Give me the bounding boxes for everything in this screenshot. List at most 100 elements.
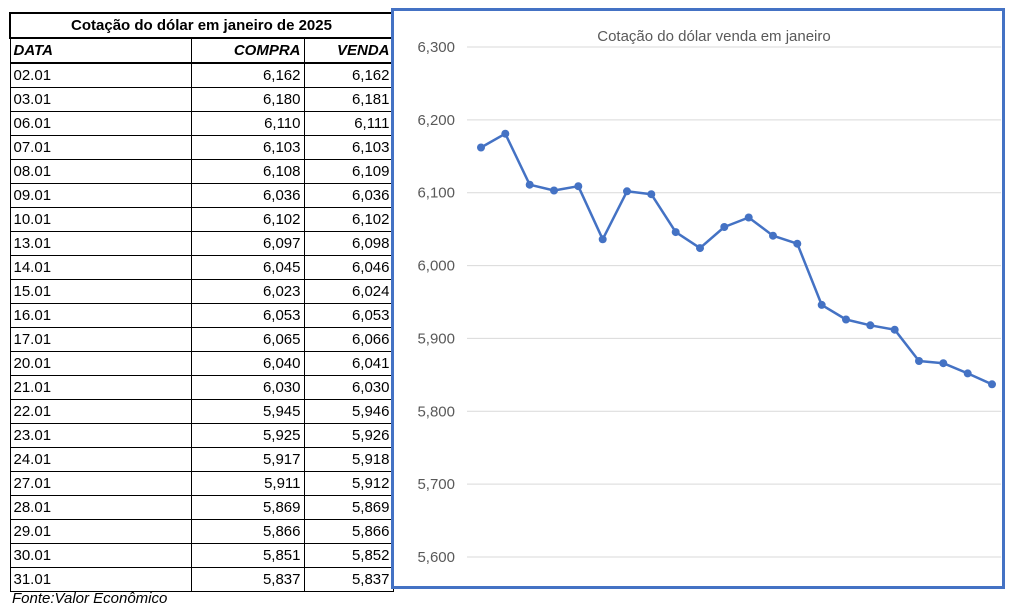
cell-buy: 6,045 <box>190 255 305 280</box>
cell-date: 10.01 <box>9 207 192 232</box>
table-row: 10.01 6,102 6,102 <box>9 207 394 232</box>
cell-date: 06.01 <box>9 111 192 136</box>
cell-sell: 6,098 <box>303 231 394 256</box>
cell-buy: 6,110 <box>190 111 305 136</box>
table-row: 02.01 6,162 6,162 <box>9 62 394 88</box>
table-row: 08.01 6,108 6,109 <box>9 159 394 184</box>
y-axis-tick-labels: 6,300 6,200 6,100 6,000 5,900 5,800 5,700 5,600 <box>417 39 455 566</box>
cell-buy: 5,917 <box>190 447 305 472</box>
cell-buy: 5,837 <box>190 567 305 592</box>
cell-buy: 5,945 <box>190 399 305 424</box>
cell-sell: 6,181 <box>303 87 394 112</box>
data-point <box>988 380 996 389</box>
table-row: 23.01 5,925 5,926 <box>9 423 394 448</box>
table-row: 21.01 6,030 6,030 <box>9 375 394 400</box>
cell-sell: 5,946 <box>303 399 394 424</box>
cell-buy: 5,925 <box>190 423 305 448</box>
chart-series <box>477 129 996 389</box>
header-date: DATA <box>9 37 192 64</box>
cell-buy: 5,869 <box>190 495 305 520</box>
data-point <box>647 190 656 199</box>
table-row: 14.01 6,045 6,046 <box>9 255 394 280</box>
table-row: 31.01 5,837 5,837 <box>9 567 394 592</box>
cell-date: 30.01 <box>9 543 192 568</box>
y-tick-label: 5,800 <box>417 403 455 420</box>
data-point <box>939 359 948 368</box>
table-title: Cotação do dólar em janeiro de 2025 <box>9 12 394 39</box>
cell-buy: 6,036 <box>190 183 305 208</box>
cell-date: 09.01 <box>9 183 192 208</box>
data-point <box>598 235 607 244</box>
y-tick-label: 5,600 <box>417 549 455 566</box>
table-row: 13.01 6,097 6,098 <box>9 231 394 256</box>
cell-date: 23.01 <box>9 423 192 448</box>
cell-date: 28.01 <box>9 495 192 520</box>
cell-buy: 6,102 <box>190 207 305 232</box>
cell-date: 20.01 <box>9 351 192 376</box>
data-point <box>842 315 850 324</box>
cell-date: 03.01 <box>9 87 192 112</box>
cell-sell: 6,102 <box>303 207 394 232</box>
data-point <box>550 186 558 195</box>
data-point <box>744 213 753 222</box>
table-row: 29.01 5,866 5,866 <box>9 519 394 544</box>
data-point <box>671 228 680 237</box>
data-point <box>963 369 972 378</box>
data-point <box>769 231 777 240</box>
cell-sell: 6,046 <box>303 255 394 280</box>
cell-date: 24.01 <box>9 447 192 472</box>
table-row: 15.01 6,023 6,024 <box>9 279 394 304</box>
cell-date: 07.01 <box>9 135 192 160</box>
source-note: Fonte:Valor Econômico <box>12 590 168 607</box>
cell-buy: 5,911 <box>190 471 305 496</box>
cell-date: 13.01 <box>9 231 192 256</box>
cell-sell: 6,109 <box>303 159 394 184</box>
header-sell: VENDA <box>303 37 394 64</box>
cell-sell: 6,030 <box>303 375 394 400</box>
cell-date: 29.01 <box>9 519 192 544</box>
table-row: 20.01 6,040 6,041 <box>9 351 394 376</box>
cell-sell: 5,912 <box>303 471 394 496</box>
cell-sell: 6,162 <box>303 62 394 88</box>
cell-sell: 6,066 <box>303 327 394 352</box>
cell-date: 27.01 <box>9 471 192 496</box>
table-row: 30.01 5,851 5,852 <box>9 543 394 568</box>
y-tick-label: 6,100 <box>417 185 455 202</box>
cell-sell: 5,869 <box>303 495 394 520</box>
cell-sell: 6,024 <box>303 279 394 304</box>
data-point <box>793 239 802 248</box>
cell-buy: 6,180 <box>190 87 305 112</box>
data-point <box>890 325 899 334</box>
table-row: 09.01 6,036 6,036 <box>9 183 394 208</box>
y-tick-label: 6,200 <box>417 112 455 129</box>
chart-title: Cotação do dólar venda em janeiro <box>597 28 830 45</box>
cell-sell: 6,103 <box>303 135 394 160</box>
y-tick-label: 6,300 <box>417 39 455 56</box>
cell-sell: 6,053 <box>303 303 394 328</box>
y-tick-label: 6,000 <box>417 258 455 275</box>
cell-buy: 6,065 <box>190 327 305 352</box>
table-row: 03.01 6,180 6,181 <box>9 87 394 112</box>
chart-gridlines <box>467 46 1001 558</box>
cell-date: 16.01 <box>9 303 192 328</box>
cell-buy: 6,097 <box>190 231 305 256</box>
header-buy: COMPRA <box>190 37 305 64</box>
cell-sell: 5,866 <box>303 519 394 544</box>
quotes-table: Cotação do dólar em janeiro de 2025 DATA… <box>9 12 394 592</box>
cell-date: 02.01 <box>9 62 192 88</box>
cell-date: 08.01 <box>9 159 192 184</box>
cell-buy: 6,053 <box>190 303 305 328</box>
table-row: 17.01 6,065 6,066 <box>9 327 394 352</box>
series-line <box>480 132 993 386</box>
line-chart: Cotação do dólar venda em janeiro 6,300 6… <box>417 28 1001 566</box>
cell-date: 21.01 <box>9 375 192 400</box>
cell-buy: 6,023 <box>190 279 305 304</box>
cell-buy: 6,103 <box>190 135 305 160</box>
cell-buy: 5,866 <box>190 519 305 544</box>
cell-buy: 6,162 <box>190 62 305 88</box>
cell-sell: 6,036 <box>303 183 394 208</box>
cell-sell: 5,926 <box>303 423 394 448</box>
data-point <box>501 129 510 138</box>
table-row: 24.01 5,917 5,918 <box>9 447 394 472</box>
data-point <box>574 182 583 191</box>
